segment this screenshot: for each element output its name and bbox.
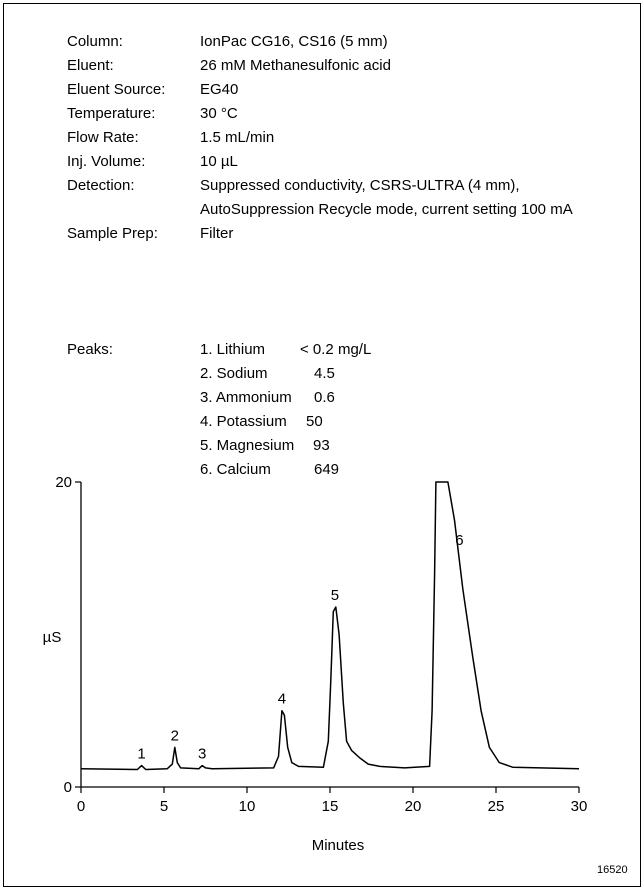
- peak-number-label: 1: [137, 746, 145, 763]
- condition-value: AutoSuppression Recycle mode, current se…: [200, 201, 573, 218]
- condition-label: Sample Prep:: [67, 225, 158, 242]
- condition-value: 30 °C: [200, 105, 238, 122]
- condition-label: Detection:: [67, 177, 135, 194]
- y-tick-label: 0: [64, 779, 72, 796]
- peak-amount: < 0.2 mg/L: [300, 341, 372, 358]
- peak-name: 5. Magnesium: [200, 437, 295, 454]
- x-axis-label: Minutes: [312, 837, 365, 854]
- condition-value: Filter: [200, 225, 234, 242]
- condition-value: 26 mM Methanesulfonic acid: [200, 57, 391, 74]
- x-tick-label: 10: [239, 798, 256, 815]
- figure-frame: [3, 3, 641, 887]
- peak-number-label: 3: [198, 746, 206, 763]
- x-tick-label: 20: [405, 798, 422, 815]
- chart-marks: 1 2 3 4 5 6: [80, 481, 580, 771]
- peak-name: 2. Sodium: [200, 365, 268, 382]
- x-tick-label: 0: [77, 798, 85, 815]
- x-tick-label: 25: [488, 798, 505, 815]
- condition-value: EG40: [200, 81, 239, 98]
- x-tick-label: 15: [322, 798, 339, 815]
- peak-amount: 649: [314, 461, 340, 478]
- condition-value: 1.5 mL/min: [200, 129, 275, 146]
- y-axis-label: µS: [43, 629, 62, 646]
- condition-label: Eluent Source:: [67, 81, 166, 98]
- x-tick-label: 30: [571, 798, 588, 815]
- peak-number-label: 5: [331, 587, 339, 604]
- peak-amount: 4.5: [314, 365, 335, 382]
- peak-amount: 50: [306, 413, 323, 430]
- chromatogram-trace: [80, 481, 580, 771]
- condition-label: Column:: [67, 33, 123, 50]
- x-tick-label: 5: [160, 798, 168, 815]
- y-tick-label: 20: [55, 474, 72, 491]
- condition-label: Flow Rate:: [67, 129, 139, 146]
- condition-value: Suppressed conductivity, CSRS-ULTRA (4 m…: [200, 177, 520, 194]
- peaks-label: Peaks:: [67, 341, 113, 358]
- peak-name: 4. Potassium: [200, 413, 287, 430]
- peak-name: 3. Ammonium: [200, 389, 292, 406]
- condition-label: Eluent:: [67, 57, 114, 74]
- peak-number-label: 4: [278, 691, 286, 708]
- peak-amount: 0.6: [314, 389, 335, 406]
- peak-number-label: 6: [455, 532, 463, 549]
- condition-value: 10 µL: [200, 153, 238, 170]
- peak-name: 6. Calcium: [200, 461, 271, 478]
- figure-id: 16520: [597, 864, 628, 876]
- peak-number-label: 2: [171, 727, 179, 744]
- peak-name: 1. Lithium: [200, 341, 266, 358]
- condition-value: IonPac CG16, CS16 (5 mm): [200, 33, 388, 50]
- condition-label: Inj. Volume:: [67, 153, 146, 170]
- condition-label: Temperature:: [67, 105, 156, 122]
- peak-amount: 93: [313, 437, 330, 454]
